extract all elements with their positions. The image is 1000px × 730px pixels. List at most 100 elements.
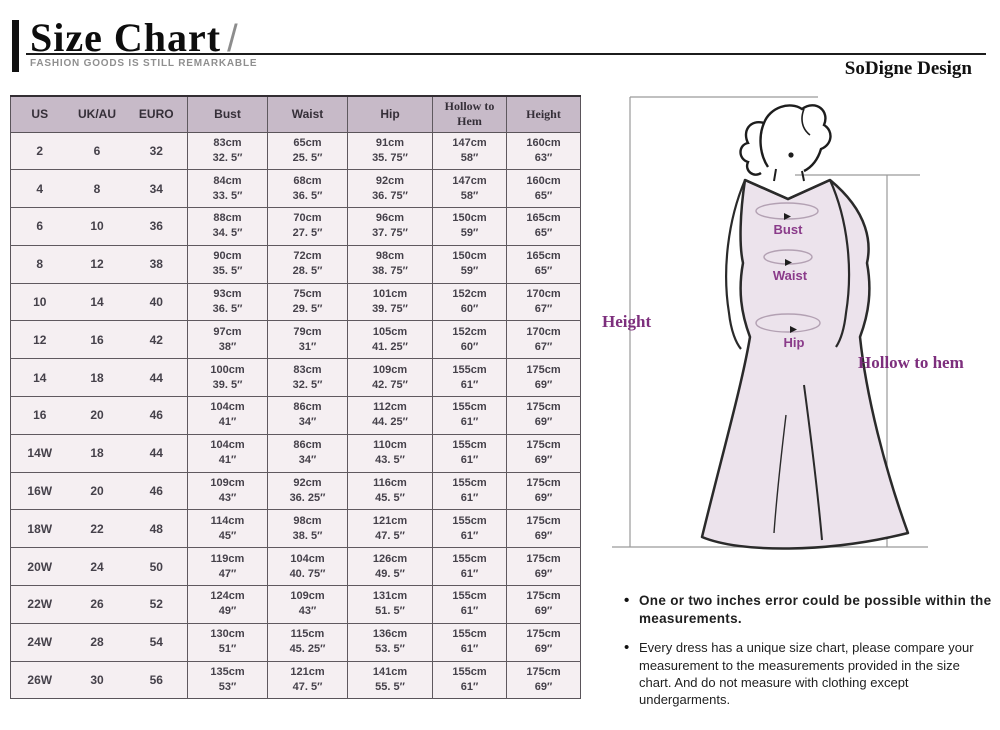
value-inches: 45. 25″ — [289, 643, 326, 656]
value-inches: 43. 5″ — [375, 454, 405, 467]
cell-hollow_to_hem: 155cm 61″ — [432, 622, 507, 662]
value-cm: 86cm — [293, 439, 322, 452]
cell-uk_au: 20 — [68, 396, 126, 435]
value-cm: 112cm — [373, 401, 407, 414]
cell-hip: 116cm 45. 5″ — [347, 471, 433, 510]
table-row: 20W 24 50 119cm 47″ 104cm 40. 75″ 126cm 49. 5″ 15… — [10, 547, 581, 586]
value-cm: 104cm — [210, 401, 245, 414]
col-header-uk-au: UK/AU — [68, 96, 126, 133]
cell-hollow_to_hem: 155cm 61″ — [432, 358, 507, 397]
cell-height: 175cm 69″ — [506, 509, 581, 548]
value-cm: 109cm — [210, 477, 245, 490]
cell-height: 175cm 69″ — [506, 433, 581, 473]
value-cm: 175cm — [526, 477, 561, 490]
value-cm: 68cm — [293, 174, 322, 187]
value-cm: 109cm — [372, 363, 408, 376]
cell-uk_au: 6 — [68, 131, 126, 170]
header-divider — [26, 53, 986, 55]
cell-bust: 88cm 34. 5″ — [187, 207, 268, 246]
cell-us: 10 — [10, 282, 69, 321]
value-cm: 116cm — [373, 477, 407, 490]
table-row: 22W 26 52 124cm 49″ 109cm 43″ 131cm 51. 5″ 155cm 6… — [10, 585, 581, 624]
value-cm: 110cm — [373, 439, 407, 452]
cell-height: 160cm 63″ — [506, 131, 581, 170]
table-row: 8 12 38 90cm 35. 5″ 72cm 28. 5″ 98cm 38. 75″ 150c… — [10, 244, 581, 284]
cell-us: 4 — [10, 169, 69, 208]
table-row: 14 18 44 100cm 39. 5″ 83cm 32. 5″ 109cm 42. 75″ 1… — [10, 358, 581, 397]
value-inches: 61″ — [460, 416, 479, 429]
cell-hip: 92cm 36. 75″ — [347, 169, 433, 208]
cell-uk_au: 18 — [68, 433, 126, 473]
size-table: US UK/AU EURO Bust Waist Hip Hollow to H… — [10, 95, 581, 700]
value-cm: 130cm — [210, 628, 245, 641]
value-cm: 152cm — [452, 325, 487, 338]
title-accent-bar — [12, 20, 19, 72]
cell-uk_au: 8 — [68, 169, 126, 208]
value-inches: 38. 75″ — [372, 265, 408, 278]
value-cm: 160cm — [526, 136, 561, 149]
value-cm: 75cm — [293, 288, 322, 301]
value-cm: 90cm — [213, 250, 242, 263]
value-inches: 61″ — [460, 454, 479, 467]
value-cm: 147cm — [452, 136, 487, 149]
cell-height: 175cm 69″ — [506, 547, 581, 586]
cell-hollow_to_hem: 155cm 61″ — [432, 396, 507, 435]
value-inches: 67″ — [534, 340, 553, 353]
value-inches: 61″ — [460, 567, 479, 580]
cell-euro: 36 — [125, 207, 188, 246]
value-inches: 61″ — [460, 492, 479, 505]
hip-label: Hip — [784, 335, 805, 350]
value-cm: 97cm — [213, 325, 242, 338]
value-inches: 33. 5″ — [212, 189, 243, 202]
cell-euro: 54 — [125, 622, 188, 662]
hollow-to-hem-label: Hollow to hem — [858, 353, 964, 372]
table-row: 4 8 34 84cm 33. 5″ 68cm 36. 5″ 92cm 36. 75″ 147cm… — [10, 169, 581, 208]
value-inches: 51. 5″ — [375, 605, 405, 618]
cell-hip: 96cm 37. 75″ — [347, 207, 433, 246]
bust-label: Bust — [774, 222, 804, 237]
value-inches: 58″ — [460, 151, 479, 164]
cell-us: 20W — [10, 547, 69, 586]
value-cm: 92cm — [293, 477, 322, 490]
value-cm: 160cm — [526, 174, 561, 187]
table-row: 16 20 46 104cm 41″ 86cm 34″ 112cm 44. 25″ 155cm 61… — [10, 396, 581, 435]
value-inches: 43″ — [218, 492, 237, 505]
cell-euro: 56 — [125, 660, 188, 699]
value-inches: 27. 5″ — [292, 227, 323, 240]
value-inches: 67″ — [534, 303, 553, 316]
table-header-row: US UK/AU EURO Bust Waist Hip Hollow to H… — [10, 96, 581, 133]
value-inches: 36. 75″ — [372, 189, 408, 202]
value-cm: 98cm — [293, 514, 322, 527]
value-cm: 83cm — [293, 363, 322, 376]
value-inches: 42. 75″ — [372, 378, 408, 391]
value-cm: 121cm — [290, 666, 325, 679]
cell-uk_au: 14 — [68, 282, 126, 321]
value-cm: 70cm — [293, 212, 322, 225]
cell-height: 160cm 65″ — [506, 169, 581, 208]
value-inches: 36. 25″ — [289, 492, 326, 505]
value-inches: 61″ — [460, 378, 479, 391]
value-inches: 34″ — [298, 416, 317, 429]
cell-uk_au: 22 — [68, 509, 126, 548]
cell-waist: 115cm 45. 25″ — [267, 622, 348, 662]
cell-us: 16W — [10, 471, 69, 510]
value-inches: 65″ — [534, 189, 553, 202]
cell-waist: 65cm 25. 5″ — [267, 131, 348, 170]
hip-measure-ellipse — [755, 313, 821, 333]
cell-us: 14W — [10, 433, 69, 473]
cell-bust: 109cm 43″ — [187, 471, 268, 510]
cell-bust: 119cm 47″ — [187, 547, 268, 586]
right-arm — [828, 179, 851, 348]
cell-us: 24W — [10, 622, 69, 662]
value-cm: 65cm — [293, 136, 322, 149]
col-header-hip: Hip — [347, 96, 433, 133]
value-cm: 124cm — [210, 590, 245, 603]
value-inches: 63″ — [534, 151, 553, 164]
figure-neck — [773, 168, 805, 182]
left-arm — [725, 179, 747, 350]
value-inches: 65″ — [534, 265, 553, 278]
value-inches: 34. 5″ — [212, 227, 243, 240]
value-cm: 175cm — [526, 628, 561, 641]
note-item-error-tolerance: One or two inches error could be possibl… — [622, 591, 994, 628]
cell-uk_au: 10 — [68, 207, 126, 246]
